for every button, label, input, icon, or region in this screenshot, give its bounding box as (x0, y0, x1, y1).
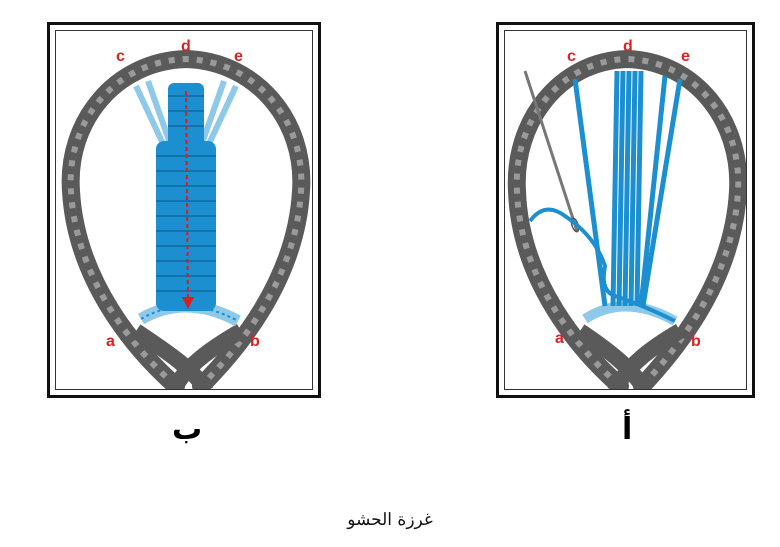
label-c: c (116, 48, 125, 65)
label-e: e (681, 48, 690, 65)
label-b: b (691, 333, 701, 350)
panel-a-frame: c d e a b (504, 30, 747, 390)
needle (523, 70, 579, 232)
panel-b-frame: c d e a b (55, 30, 313, 390)
label-a: a (555, 330, 564, 347)
label-c: c (567, 48, 576, 65)
figure-panel-b: c d e a b (47, 22, 321, 398)
caption-b: ب (172, 412, 203, 447)
label-b: b (250, 333, 260, 350)
padded-satin-stitch-illustration-a: c d e a b (507, 38, 746, 389)
label-d: d (623, 38, 633, 55)
label-a: a (106, 333, 115, 350)
padded-satin-stitch-illustration-b: c d e a b (61, 38, 311, 389)
direction-arrow (185, 90, 189, 304)
caption-a: أ (622, 412, 633, 447)
figure-title: غرزة الحشو (347, 510, 433, 530)
figure-panel-a: c d e a b (496, 22, 755, 398)
label-e: e (234, 48, 243, 65)
label-d: d (181, 38, 191, 55)
padded-column (156, 141, 216, 311)
